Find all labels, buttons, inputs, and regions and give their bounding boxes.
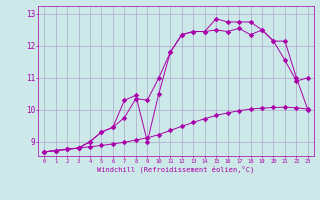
X-axis label: Windchill (Refroidissement éolien,°C): Windchill (Refroidissement éolien,°C) <box>97 166 255 173</box>
